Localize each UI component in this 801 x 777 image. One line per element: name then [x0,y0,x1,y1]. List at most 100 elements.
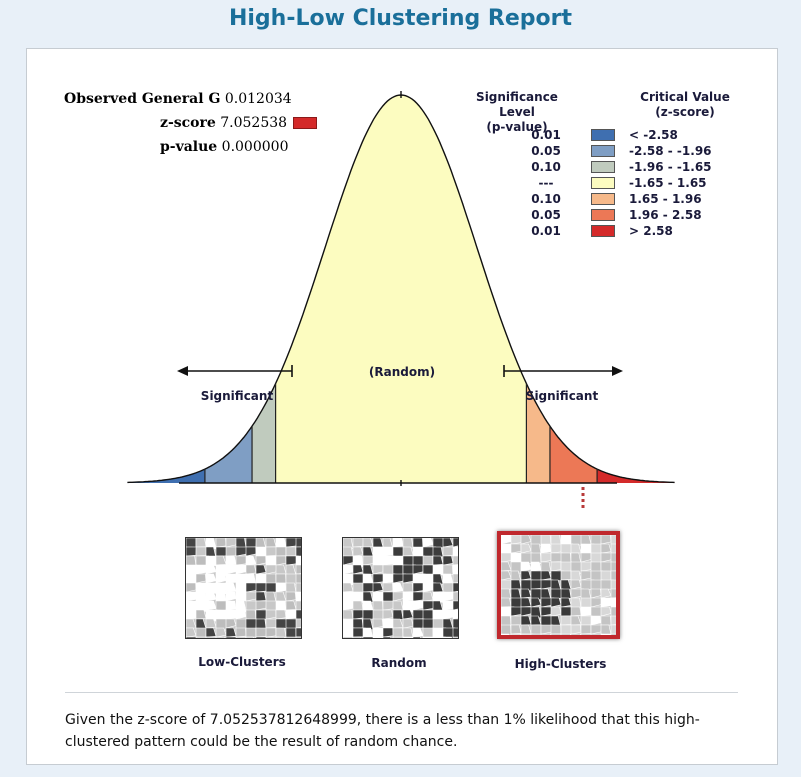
map-polygon [412,636,421,638]
map-polygon [432,546,444,558]
map-polygon [590,606,603,618]
map-polygon [245,627,257,638]
map-polygon [600,535,612,545]
map-polygon [550,624,562,635]
map-polygon [255,627,268,638]
map-polygon [600,606,612,617]
map-polygon [343,600,354,611]
map-polygon [205,627,217,638]
map-polygon [590,624,603,635]
significant-left-label: Significant [200,389,274,403]
map-polygon [530,570,543,581]
legend-critical-value: 1.65 - 1.96 [629,192,702,206]
map-polygon [600,552,612,563]
map-polygon [195,627,207,638]
map-polygon [610,535,616,545]
map-polygon [195,573,207,584]
map-polygon [442,538,454,548]
map-polygon [530,624,542,635]
legend-critical-value: -2.58 - -1.96 [629,144,712,158]
map-polygon [275,546,287,557]
map-polygon [452,538,458,548]
map-polygon [285,600,297,611]
map-polygon [590,615,602,626]
map-polygon [442,591,455,602]
curve-band [127,469,205,483]
divider [65,692,738,693]
map-polygon [570,633,581,635]
map-polygon [225,555,237,566]
map-polygon [610,615,616,626]
map-polygon [520,615,532,626]
map-polygon [245,555,257,566]
map-polygon [540,633,551,635]
map-polygon [255,618,267,629]
low-clusters-thumbnail [185,537,302,639]
map-polygon [452,564,458,576]
map-polygon [255,546,267,558]
map-polygon [392,564,404,575]
map-polygon [392,600,404,611]
map-polygon [412,591,424,602]
map-polygon [255,600,267,611]
legend-row: --- -1.65 - 1.65 [521,176,771,191]
map-polygon [600,588,612,599]
legend-swatch [591,177,615,189]
map-polygon [295,591,301,602]
map-polygon [452,573,458,584]
map-polygon [295,538,301,548]
map-polygon [352,636,362,638]
map-polygon [570,606,582,617]
map-polygon [402,546,414,557]
map-polygon [245,636,254,638]
map-polygon [452,591,458,603]
map-polygon [402,627,414,638]
map-polygon [343,591,354,602]
legend-p-value: --- [538,176,554,190]
map-polygon [432,555,444,566]
map-polygon [362,591,374,603]
map-polygon [452,636,458,638]
map-polygon [402,618,414,629]
legend-row: 0.01 < -2.58 [521,128,771,143]
map-polygon [275,582,287,593]
legend-p-value: 0.01 [531,224,561,238]
map-polygon [550,597,562,608]
map-polygon [186,636,199,638]
map-polygon [245,546,257,557]
map-polygon [442,600,454,611]
map-polygon [501,561,512,572]
map-polygon [402,538,414,549]
map-polygon [600,615,612,626]
map-polygon [265,564,278,575]
map-polygon [285,636,299,638]
significance-level-header: Significance Level (p-value) [476,90,558,134]
map-polygon [422,609,434,621]
map-polygon [600,561,613,572]
map-polygon [255,609,268,620]
map-polygon [501,588,512,600]
map-polygon [352,546,364,557]
map-polygon [442,582,454,594]
map-polygon [295,564,301,575]
map-polygon [255,636,268,638]
map-polygon [215,591,227,602]
map-polygon [275,600,287,611]
map-polygon [285,618,298,630]
legend-critical-value: -1.96 - -1.65 [629,160,712,174]
map-polygon [610,543,616,555]
bell-curve-graphic [127,91,675,509]
map-polygon [245,538,257,548]
random-thumbnail-label: Random [371,656,427,670]
map-polygon [610,597,616,608]
map-polygon [362,564,374,575]
legend-row: 0.10 -1.96 - -1.65 [521,160,771,175]
map-polygon [570,579,582,590]
map-polygon [352,600,364,612]
map-polygon [520,535,532,545]
map-polygon [590,597,603,608]
map-polygon [600,633,612,635]
map-polygon [510,543,522,554]
map-polygon [580,535,592,545]
map-polygon [295,555,301,566]
